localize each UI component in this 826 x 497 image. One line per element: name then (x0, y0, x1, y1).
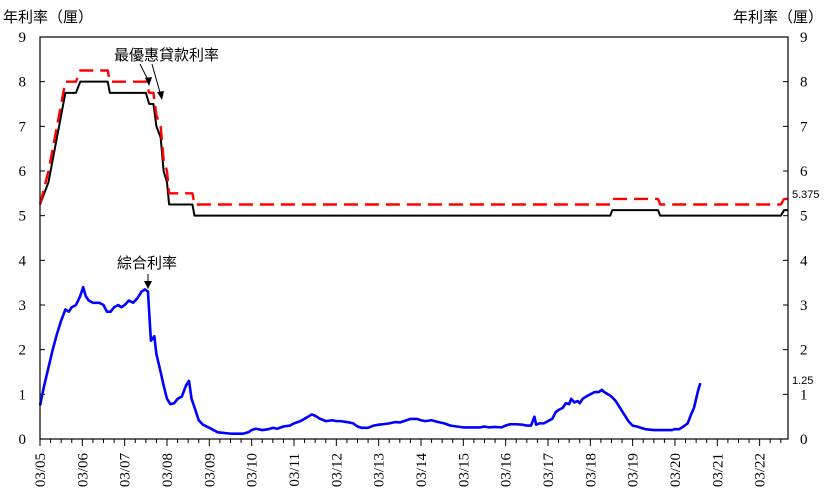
x-tick-label: 03/09 (202, 453, 218, 487)
y-tick-label-left: 1 (19, 387, 27, 403)
y-tick-label-left: 2 (19, 343, 27, 359)
y-tick-label-left: 9 (19, 30, 27, 46)
x-tick-label: 03/13 (372, 453, 388, 487)
x-tick-label: 03/10 (245, 453, 261, 487)
y-tick-label-right: 2 (800, 343, 808, 359)
prime-rate-annotation: 最優惠貸款利率 (114, 46, 219, 64)
x-tick-label: 03/12 (329, 453, 345, 487)
y-tick-label-right: 9 (800, 30, 808, 46)
x-tick-label: 03/07 (118, 453, 134, 488)
series-line-prime_low (39, 80, 788, 217)
y-tick-label-right: 7 (800, 119, 808, 135)
y-tick-label-left: 8 (19, 75, 27, 91)
prime-arrow-2-head (157, 91, 164, 100)
x-tick-label: 03/18 (583, 453, 599, 487)
x-tick-label: 03/20 (668, 453, 684, 487)
y-tick-label-right: 8 (800, 75, 808, 91)
composite-arrow-head (144, 281, 152, 289)
x-tick-label: 03/05 (33, 453, 49, 487)
x-tick-label: 03/17 (541, 453, 557, 488)
y-tick-label-left: 3 (19, 298, 27, 314)
x-tick-label: 03/08 (160, 453, 176, 487)
x-tick-label: 03/21 (710, 453, 726, 487)
axis-ticks: 0 0 1 1 2 2 3 3 4 4 5 5 6 6 7 7 8 8 9 9 03/05 03/06 03/07 03/08… (19, 30, 809, 487)
x-tick-label: 03/14 (414, 453, 430, 488)
y-tick-label-right: 3 (800, 298, 808, 314)
series-line-composite (38, 285, 702, 435)
x-tick-label: 03/06 (75, 453, 91, 488)
y-tick-label-left: 5 (19, 209, 27, 225)
y-tick-label-left: 4 (19, 253, 27, 269)
prime-arrow-2-line (151, 63, 162, 97)
y-tick-label-right: 4 (800, 253, 808, 269)
composite-rate-annotation: 綜合利率 (117, 254, 177, 272)
x-tick-label: 03/11 (287, 453, 303, 487)
x-tick-label: 03/15 (456, 453, 472, 487)
right-unit-label: 年利率（厘） (733, 8, 823, 26)
y-tick-label-right: 6 (800, 164, 808, 180)
y-tick-label-right: 1 (800, 387, 808, 403)
y-tick-label-left: 0 (19, 432, 27, 448)
series-lines (38, 69, 788, 435)
composite-end-label: 1.25 (792, 375, 813, 387)
y-tick-label-right: 0 (800, 432, 808, 448)
series-line-prime_high (38, 69, 788, 206)
left-unit-label: 年利率（厘） (3, 8, 93, 26)
prime-arrow-1-head (145, 77, 152, 86)
y-tick-label-left: 7 (19, 119, 27, 135)
plot-frame (39, 36, 789, 440)
prime-end-label: 5.375 (792, 189, 820, 201)
y-tick-label-left: 6 (19, 164, 27, 180)
x-tick-label: 03/16 (499, 453, 515, 488)
x-tick-label: 03/22 (753, 453, 769, 487)
y-tick-label-right: 5 (800, 209, 808, 225)
x-tick-label: 03/19 (626, 453, 642, 487)
